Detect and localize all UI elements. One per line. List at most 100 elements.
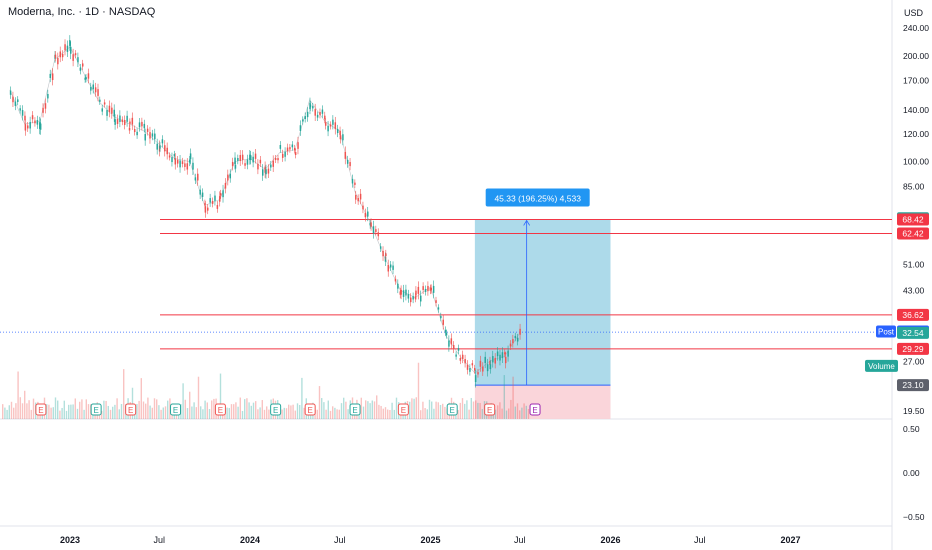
candle (164, 145, 166, 152)
volume-bar (200, 406, 202, 419)
volume-bar (261, 400, 263, 419)
volume-bar (151, 407, 153, 419)
volume-bar (371, 400, 373, 419)
volume-bar (413, 398, 415, 419)
price-label: 36.62 (902, 310, 924, 320)
candle (367, 211, 369, 217)
candle (49, 73, 52, 79)
volume-bar (72, 404, 74, 419)
volume-bar (136, 403, 138, 419)
candle (274, 157, 277, 161)
volume-bar (422, 401, 424, 419)
volume-bar (28, 400, 30, 419)
candle (69, 40, 71, 46)
candle (237, 158, 239, 161)
volume-bar (167, 400, 169, 419)
candle (382, 250, 384, 257)
volume-bar (17, 371, 19, 419)
candle (129, 121, 131, 124)
volume-tag-bg (865, 359, 898, 372)
volume-bar (158, 405, 160, 419)
earnings-marker-label: E (173, 406, 178, 415)
candle (159, 145, 161, 149)
volume-bar (362, 406, 365, 419)
candle (501, 352, 504, 359)
earnings-marker-label: E (38, 406, 43, 415)
volume-bar (87, 404, 90, 419)
candle (354, 182, 356, 185)
price-tick: 200.00 (903, 51, 929, 61)
volume-bar (523, 403, 525, 419)
volume-bar (521, 407, 523, 419)
candle (27, 125, 29, 129)
candle (339, 130, 341, 135)
target-arrow-head (523, 219, 531, 226)
currency-label[interactable]: USD (904, 8, 924, 18)
candle (166, 147, 168, 155)
candle (297, 142, 299, 149)
candle (59, 51, 62, 58)
candle (66, 45, 69, 52)
candle (370, 222, 372, 227)
volume-bar (343, 397, 345, 419)
candle (519, 328, 521, 335)
candle (21, 110, 24, 116)
volume-bar (248, 402, 250, 419)
candle (304, 116, 306, 120)
candle (461, 354, 464, 359)
volume-bar (301, 377, 303, 419)
volume-bar (109, 409, 112, 419)
volume-bar (237, 406, 239, 419)
candle (222, 190, 224, 198)
volume-bar (219, 373, 222, 419)
volume-bar (123, 369, 125, 419)
volume-bar (114, 404, 116, 419)
candle (99, 99, 101, 102)
volume-bar (468, 409, 470, 419)
volume-bar (59, 410, 61, 419)
volume-bar (213, 398, 215, 419)
candle (450, 338, 453, 345)
volume-bar (318, 386, 321, 419)
volume-bar (387, 409, 389, 419)
volume-bar (153, 398, 156, 419)
post-tag: Post (878, 327, 895, 336)
volume-bar (57, 400, 59, 419)
candle (509, 343, 512, 347)
candle (469, 368, 471, 372)
candle (496, 351, 499, 357)
candle (126, 115, 128, 122)
volume-bar (340, 403, 343, 419)
candle (34, 120, 36, 124)
volume-bar (116, 398, 118, 419)
candle (106, 110, 108, 116)
candle (211, 201, 214, 204)
earnings-marker (270, 403, 282, 416)
candle (412, 296, 414, 300)
volume-bar (334, 407, 336, 419)
candle (259, 159, 262, 164)
candle (44, 103, 47, 109)
earnings-marker-label: E (487, 406, 492, 415)
volume-bar (197, 376, 200, 419)
oscillator-tick: 0.00 (903, 468, 920, 478)
volume-bar (380, 405, 382, 419)
oscillator-tick: 0.50 (903, 424, 920, 434)
candle (375, 229, 377, 233)
volume-bar (428, 399, 431, 419)
candle (336, 128, 339, 134)
volume-bar (160, 409, 162, 419)
volume-bar (426, 409, 428, 419)
earnings-marker-label: E (273, 406, 278, 415)
candle (168, 155, 171, 158)
volume-bar (140, 378, 142, 419)
earnings-marker-label: E (532, 406, 537, 415)
volume-bar (505, 410, 508, 419)
candle (486, 364, 489, 372)
candle (455, 354, 457, 357)
candle (224, 182, 227, 189)
volume-bar (142, 401, 145, 419)
volume-bar (48, 404, 50, 419)
time-tick: 2026 (600, 535, 620, 545)
